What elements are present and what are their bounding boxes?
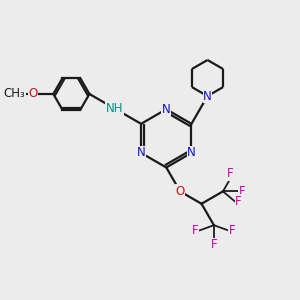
- Text: O: O: [28, 88, 38, 100]
- Text: F: F: [229, 224, 236, 237]
- Text: N: N: [187, 146, 196, 159]
- Text: CH₃: CH₃: [4, 88, 26, 100]
- Text: F: F: [239, 185, 245, 198]
- Text: O: O: [176, 185, 185, 198]
- Text: N: N: [162, 103, 171, 116]
- Text: NH: NH: [106, 102, 123, 115]
- Text: F: F: [227, 167, 234, 180]
- Text: F: F: [235, 195, 242, 208]
- Text: N: N: [137, 146, 146, 159]
- Text: F: F: [211, 238, 217, 251]
- Text: N: N: [203, 90, 212, 103]
- Text: F: F: [192, 224, 199, 237]
